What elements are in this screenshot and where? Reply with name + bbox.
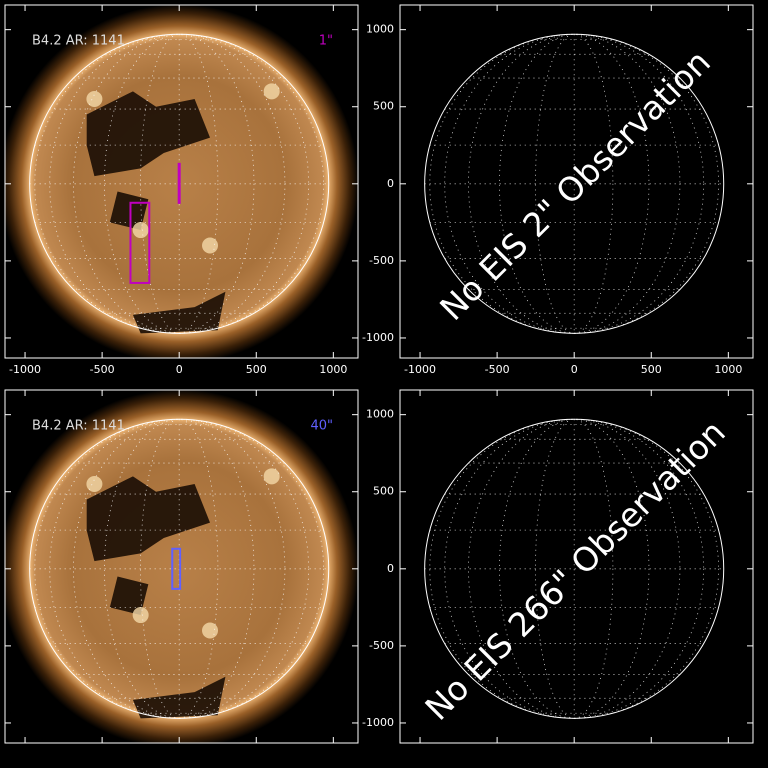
- panel: No EIS 266" Observation -1000 -500 0 500 1000: [362, 389, 754, 744]
- coronal-hole: [109, 576, 149, 616]
- bright-region: [202, 237, 219, 254]
- x-tick-label: 500: [641, 363, 662, 376]
- plot-area: No EIS 2" Observation: [424, 33, 725, 334]
- y-tick-label: 1000: [366, 23, 394, 36]
- y-tick-label: 500: [373, 485, 394, 498]
- x-tick-label: -1000: [9, 363, 41, 376]
- longitude-line: [49, 418, 310, 719]
- plot-frame: [399, 4, 754, 359]
- x-tick-label: 0: [176, 363, 183, 376]
- y-tick-label: -500: [369, 639, 394, 652]
- x-tick-label: 1000: [714, 363, 742, 376]
- bright-region: [202, 622, 219, 639]
- coronal-hole: [132, 291, 226, 334]
- coronal-hole: [109, 191, 149, 231]
- y-tick-label: -1000: [362, 716, 394, 729]
- x-tick-label: 500: [246, 363, 267, 376]
- coronal-hole: [132, 676, 226, 719]
- solar-limb: [29, 418, 330, 719]
- longitude-line: [444, 33, 705, 334]
- x-tick-label: -500: [90, 363, 115, 376]
- panel-label: B4.2 AR: 1141: [32, 419, 125, 434]
- x-tick-label: 0: [571, 363, 578, 376]
- y-tick-label: 1000: [366, 408, 394, 421]
- solar-limb: [29, 33, 330, 334]
- panel: B4.2 AR: 1141 1" -1000 -500 0 500 1000: [4, 4, 359, 376]
- x-tick-label: -1000: [404, 363, 436, 376]
- bright-region: [263, 468, 280, 485]
- y-tick-label: -500: [369, 254, 394, 267]
- y-tick-label: 500: [373, 100, 394, 113]
- solar-limb: [424, 33, 725, 334]
- plot-frame: [4, 389, 359, 744]
- bright-region: [86, 476, 103, 493]
- panel: B4.2 AR: 1141 40": [4, 389, 359, 744]
- panel: No EIS 2" Observation -1000 -500 0 500 1000 -1…: [362, 4, 754, 376]
- y-tick-label: 0: [387, 177, 394, 190]
- coronal-hole: [86, 476, 211, 562]
- x-tick-label: -500: [485, 363, 510, 376]
- y-tick-label: 0: [387, 562, 394, 575]
- bright-region: [86, 91, 103, 108]
- bright-region: [132, 607, 149, 624]
- longitude-line: [49, 33, 310, 334]
- x-tick-label: 1000: [319, 363, 347, 376]
- y-tick-label: -1000: [362, 331, 394, 344]
- bright-region: [132, 222, 149, 239]
- panel-label: B4.2 AR: 1141: [32, 34, 125, 49]
- scale-label: 40": [310, 419, 333, 434]
- no-observation-message: No EIS 2" Observation: [432, 42, 718, 328]
- solar-limb: [424, 418, 725, 719]
- eis-raster-fov: [129, 201, 151, 284]
- plot-frame: [399, 389, 754, 744]
- plot-area: No EIS 266" Observation: [417, 412, 732, 727]
- scale-label: 1": [319, 34, 333, 49]
- plot-area: B4.2 AR: 1141 40": [5, 390, 358, 743]
- eis-raster-fov: [171, 547, 182, 590]
- bright-region: [263, 83, 280, 100]
- plot-frame: [4, 4, 359, 359]
- longitude-line: [444, 418, 705, 719]
- coronal-hole: [86, 91, 211, 177]
- plot-area: B4.2 AR: 1141 1": [5, 5, 358, 358]
- no-observation-message: No EIS 266" Observation: [417, 412, 732, 727]
